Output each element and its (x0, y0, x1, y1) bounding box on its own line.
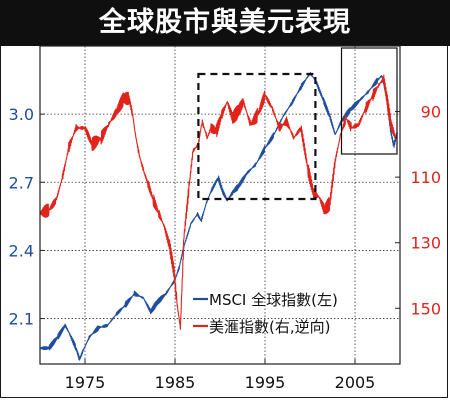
legend: MSCI 全球指數(左) 美滙指數(右,逆向) (193, 291, 338, 336)
grid (40, 46, 400, 364)
plot-area-border (39, 45, 401, 365)
left-tick-label: 2.7 (9, 173, 34, 192)
left-axis: 2.1 2.4 2.7 3.0 (9, 105, 45, 329)
highlight-boxes (197, 47, 398, 201)
right-tick-label: 110 (410, 168, 441, 187)
left-tick-label: 2.1 (9, 310, 34, 329)
x-axis: 1975 1985 1995 2005 (65, 359, 376, 392)
left-tick-label: 2.4 (9, 241, 34, 260)
left-tick-label: 3.0 (9, 105, 34, 124)
x-tick-label: 1985 (155, 373, 196, 392)
usd-line (39, 74, 396, 330)
chart-title: 全球股市與美元表現 (99, 7, 351, 38)
x-tick-label: 2005 (335, 373, 376, 392)
right-tick-label: 130 (410, 234, 441, 253)
title-bar (0, 0, 450, 46)
legend-label-msci: MSCI 全球指數(左) (209, 291, 338, 309)
series-layer (39, 72, 398, 361)
solid-highlight-box (340, 47, 398, 155)
dashed-highlight-box (197, 72, 317, 201)
right-tick-label: 90 (421, 103, 441, 122)
legend-label-usd: 美滙指數(右,逆向) (209, 318, 330, 336)
x-tick-label: 1995 (245, 373, 286, 392)
right-tick-label: 150 (410, 299, 441, 318)
msci-line (39, 72, 398, 361)
right-axis: 90 110 130 150 (395, 103, 441, 318)
x-tick-label: 1975 (65, 373, 106, 392)
